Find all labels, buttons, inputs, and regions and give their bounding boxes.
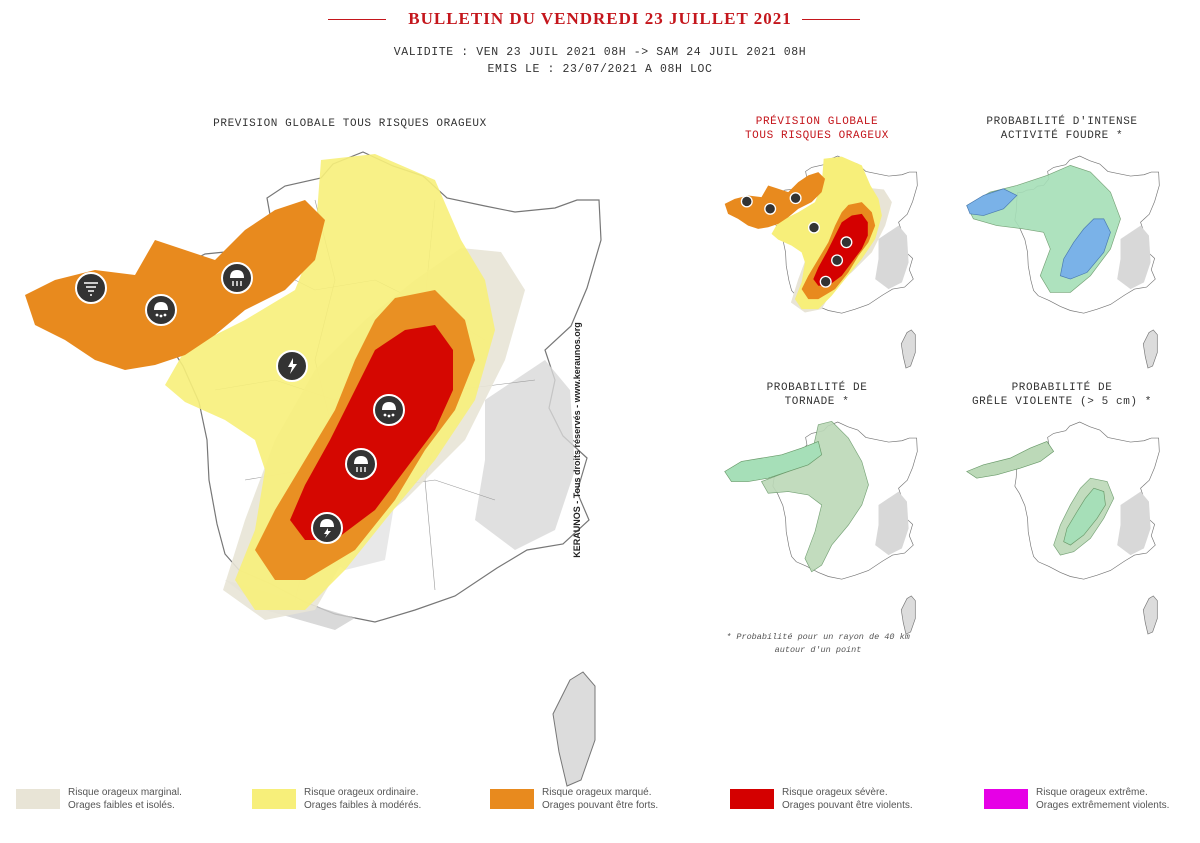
mini-map-tornado-probability (724, 420, 918, 635)
hail-icon (373, 394, 405, 426)
lightning-icon (276, 350, 308, 382)
legend-swatch-ordinary (252, 789, 296, 809)
mini-map-global-forecast (724, 155, 918, 369)
weather-icons (75, 262, 405, 544)
title-rule-right (802, 19, 860, 20)
mini-map-1-caption: PRÉVISION GLOBALE TOUS RISQUES ORAGEUX (744, 116, 890, 142)
map-watermark: KERAUNOS - Tous droits réservés - www.ke… (572, 322, 582, 558)
lightning-cloud-icon (311, 512, 343, 544)
legend-swatch-marginal (16, 789, 60, 809)
issued-text: EMIS LE : 23/07/2021 A 08H LOC (487, 63, 713, 76)
legend-swatch-severe (730, 789, 774, 809)
risk-zones (25, 154, 525, 620)
rain-cloud-icon (345, 448, 377, 480)
title-rule-left (328, 19, 386, 20)
marked-zone-brittany (25, 200, 325, 370)
probability-footnote: * Probabilité pour un rayon de 40 km auto… (726, 632, 910, 655)
main-map-caption: PREVISION GLOBALE TOUS RISQUES ORAGEUX (213, 118, 487, 130)
mini-map-lightning-probability (966, 155, 1160, 369)
mini-map-4-caption: PROBABILITÉ DE GRÊLE VIOLENTE (> 5 cm) * (971, 382, 1153, 408)
legend-swatch-extreme (984, 789, 1028, 809)
ordinary-zone (165, 154, 495, 610)
rain-cloud-icon (221, 262, 253, 294)
severe-zone (290, 325, 453, 540)
bulletin-header: BULLETIN DU VENDREDI 23 JUILLET 2021 (0, 8, 1200, 30)
validity-text: VALIDITE : VEN 23 JUIL 2021 08H -> SAM 2… (393, 46, 807, 59)
mini-map-2-caption: PROBABILITÉ D'INTENSE ACTIVITÉ FOUDRE * (986, 116, 1138, 142)
relief-alps (475, 360, 575, 550)
hail-icon (145, 294, 177, 326)
main-forecast-map (25, 151, 602, 787)
legend-swatch-marked (490, 789, 534, 809)
mini-map-3-caption: PROBABILITÉ DE TORNADE * (766, 382, 868, 408)
bulletin-title: BULLETIN DU VENDREDI 23 JUILLET 2021 (408, 9, 792, 28)
mini-map-hail-probability (965, 421, 1160, 635)
tornado-icon (75, 272, 107, 304)
